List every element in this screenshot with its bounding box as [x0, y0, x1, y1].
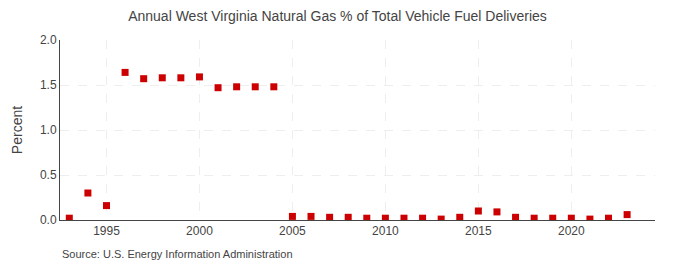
svg-text:1.0: 1.0	[40, 123, 57, 137]
svg-text:Annual West Virginia Natural G: Annual West Virginia Natural Gas % of To…	[128, 8, 547, 24]
svg-text:2015: 2015	[465, 224, 492, 238]
svg-text:2.0: 2.0	[40, 33, 57, 47]
svg-text:2000: 2000	[186, 224, 213, 238]
svg-text:2020: 2020	[558, 224, 585, 238]
svg-text:0.0: 0.0	[40, 213, 57, 227]
svg-text:Source: U.S. Energy Informatio: Source: U.S. Energy Information Administ…	[62, 248, 293, 260]
svg-text:1.5: 1.5	[40, 78, 57, 92]
svg-text:2010: 2010	[372, 224, 399, 238]
svg-text:0.5: 0.5	[40, 168, 57, 182]
svg-text:Percent: Percent	[9, 106, 25, 154]
svg-text:1995: 1995	[93, 224, 120, 238]
svg-text:2005: 2005	[279, 224, 306, 238]
